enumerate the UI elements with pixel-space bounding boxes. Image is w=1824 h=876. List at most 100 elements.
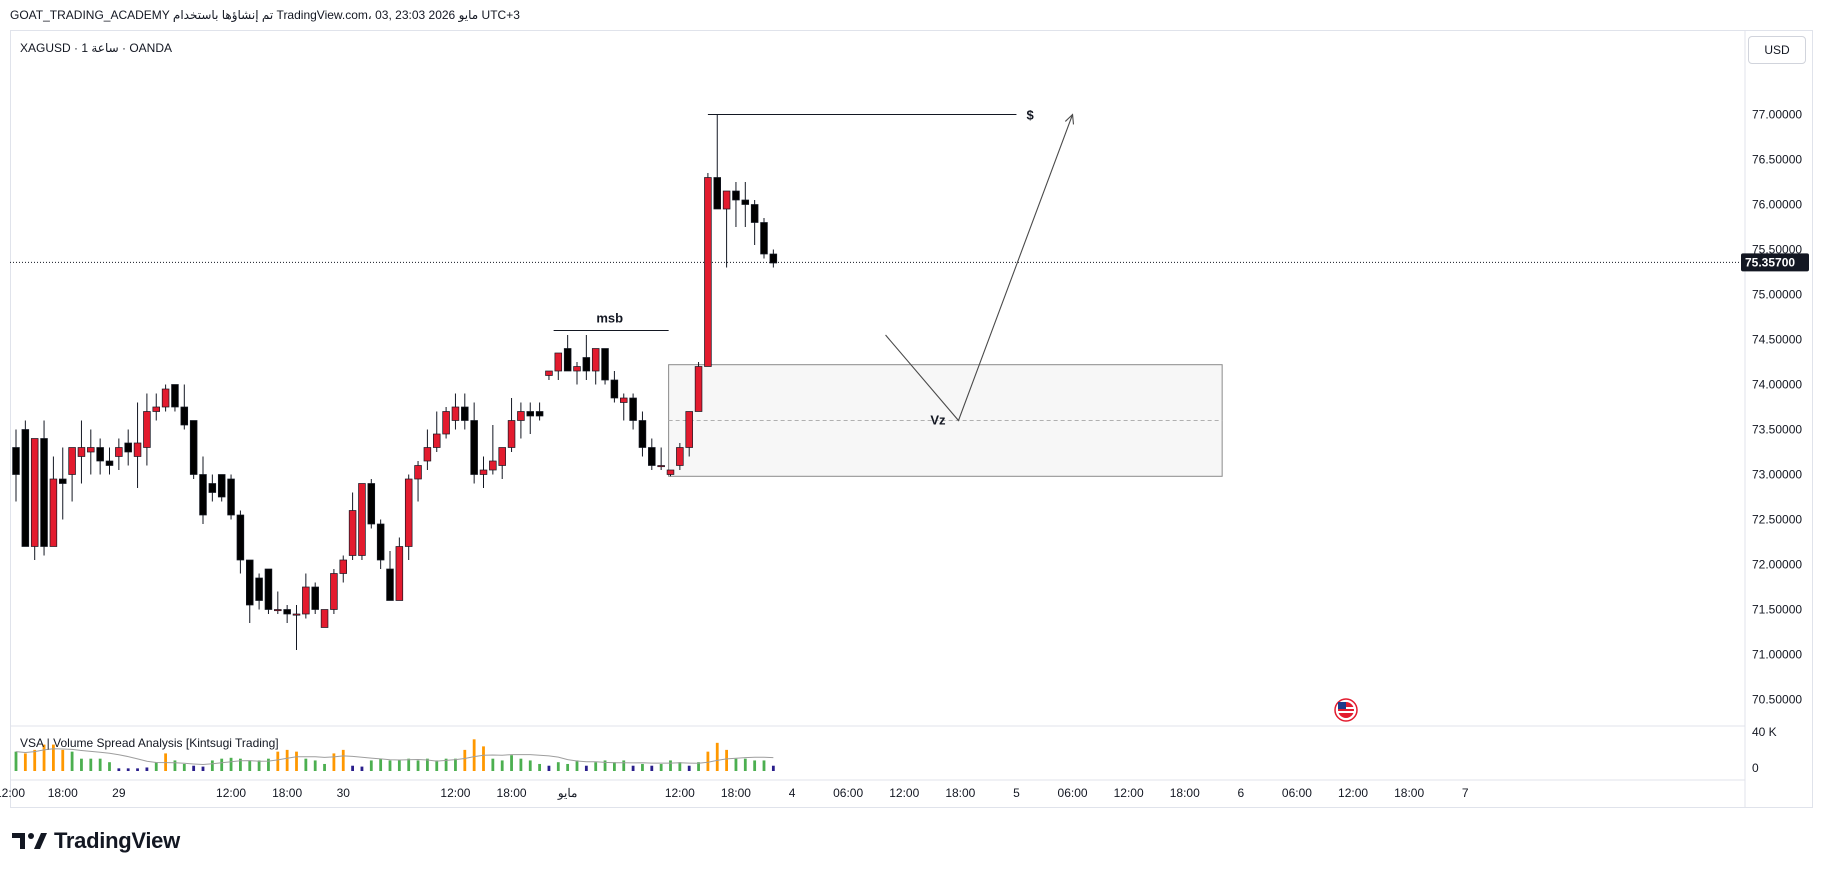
candle[interactable] [376, 519, 385, 570]
candle[interactable] [292, 605, 301, 650]
candle[interactable] [535, 402, 544, 421]
candle[interactable] [666, 469, 675, 477]
candle[interactable] [489, 425, 497, 475]
candle[interactable] [68, 447, 76, 502]
candle[interactable] [704, 173, 712, 367]
candle[interactable] [760, 218, 768, 259]
candle[interactable] [246, 559, 254, 623]
candle[interactable] [227, 474, 235, 520]
candle[interactable] [750, 200, 759, 245]
candle[interactable] [563, 335, 572, 372]
price-axis-label: 76.00000 [1752, 198, 1802, 212]
economic-event-flag-icon[interactable] [1334, 698, 1358, 722]
candle[interactable] [648, 438, 656, 471]
volume-bar [379, 758, 383, 771]
candle[interactable] [395, 537, 404, 601]
candle[interactable] [732, 182, 740, 227]
candle[interactable] [517, 402, 525, 439]
candle[interactable] [58, 447, 67, 520]
candle-body [517, 411, 525, 421]
candle[interactable] [12, 429, 20, 502]
candle[interactable] [386, 551, 394, 601]
candle[interactable] [601, 348, 609, 385]
volume-bar [173, 760, 177, 771]
candle-body [601, 348, 609, 381]
candle[interactable] [320, 609, 329, 628]
candle[interactable] [713, 114, 721, 210]
candle[interactable] [610, 371, 619, 403]
candle[interactable] [769, 249, 778, 268]
candle[interactable] [274, 591, 282, 615]
candle[interactable] [143, 393, 151, 466]
candle[interactable] [180, 384, 189, 430]
candle[interactable] [638, 411, 647, 457]
candle[interactable] [199, 456, 207, 525]
candle[interactable] [208, 474, 217, 502]
candle[interactable] [30, 438, 39, 561]
candle[interactable] [236, 510, 245, 574]
candle-body [395, 546, 404, 601]
projection-path[interactable] [885, 114, 1074, 422]
candle-body [732, 190, 740, 201]
candle[interactable] [133, 402, 142, 489]
candle[interactable] [433, 411, 441, 453]
candle[interactable] [442, 407, 450, 439]
price-axis-label: 71.50000 [1752, 603, 1802, 617]
candle[interactable] [311, 582, 319, 615]
candle[interactable] [255, 573, 263, 610]
candle[interactable] [161, 384, 170, 412]
candle[interactable] [507, 398, 516, 452]
candle[interactable] [694, 362, 703, 412]
candle[interactable] [115, 438, 123, 471]
candle-body [96, 447, 104, 462]
volume-bar [584, 765, 588, 771]
currency-button[interactable]: USD [1748, 36, 1806, 64]
candle[interactable] [87, 429, 95, 475]
candle[interactable] [619, 393, 628, 421]
candle[interactable] [152, 393, 161, 421]
candle[interactable] [171, 384, 179, 412]
candle[interactable] [423, 429, 432, 471]
candle[interactable] [96, 438, 104, 475]
candle[interactable] [330, 569, 338, 614]
candle[interactable] [685, 411, 693, 457]
candle[interactable] [283, 605, 291, 623]
candle[interactable] [189, 420, 198, 480]
candle[interactable] [348, 492, 357, 561]
candle[interactable] [414, 461, 422, 502]
candle[interactable] [105, 447, 114, 475]
candle[interactable] [21, 420, 30, 547]
current-price-tag[interactable]: 75.35700 [1741, 253, 1809, 272]
candle[interactable] [629, 393, 637, 430]
candle[interactable] [554, 352, 563, 380]
candle[interactable] [339, 555, 348, 583]
candle[interactable] [358, 483, 366, 561]
candle[interactable] [526, 402, 534, 435]
candle[interactable] [479, 456, 488, 489]
candle[interactable] [498, 447, 506, 480]
candle[interactable] [722, 190, 731, 268]
candle[interactable] [49, 456, 58, 547]
candle[interactable] [264, 568, 273, 614]
candle[interactable] [573, 362, 581, 385]
candle[interactable] [124, 429, 132, 466]
candle[interactable] [470, 402, 478, 484]
candle[interactable] [461, 393, 469, 430]
symbol-legend[interactable]: XAGUSD · 1 ساعة · OANDA [20, 41, 173, 55]
candle[interactable] [545, 370, 553, 380]
candle-body [741, 199, 750, 205]
candle[interactable] [451, 393, 460, 430]
candle[interactable] [657, 447, 665, 471]
candle[interactable] [582, 335, 591, 380]
candle[interactable] [40, 420, 48, 556]
candle[interactable] [591, 348, 600, 385]
vsa-indicator-label[interactable]: VSA | Volume Spread Analysis [Kintsugi T… [20, 736, 279, 750]
candle[interactable] [367, 479, 376, 529]
candle[interactable] [676, 443, 684, 470]
candle[interactable] [741, 182, 750, 227]
candle[interactable] [217, 474, 226, 502]
candle[interactable] [302, 573, 310, 619]
candle[interactable] [77, 420, 86, 484]
candle[interactable] [404, 474, 413, 561]
